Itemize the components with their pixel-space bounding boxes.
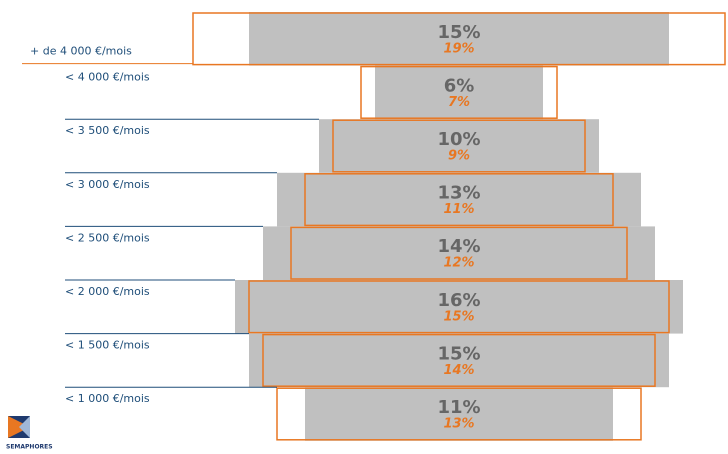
bar-outline xyxy=(276,387,642,441)
category-label: < 3 500 €/mois xyxy=(65,124,150,137)
category-label: < 1 000 €/mois xyxy=(65,392,150,405)
value-label: 7% xyxy=(448,95,470,110)
category-label: < 3 000 €/mois xyxy=(65,178,150,191)
value-label: 10% xyxy=(437,129,480,150)
value-label: 15% xyxy=(443,309,474,324)
category-label: < 1 500 €/mois xyxy=(65,339,150,352)
bar xyxy=(305,387,613,441)
bar-outline xyxy=(332,119,586,173)
bar xyxy=(249,333,669,388)
value-label: 13% xyxy=(443,417,474,432)
value-label: 6% xyxy=(444,75,475,96)
bar-outline xyxy=(360,65,558,119)
bar xyxy=(249,12,669,66)
bar-outline xyxy=(248,280,670,334)
value-label: 9% xyxy=(448,149,470,164)
bar xyxy=(235,280,683,334)
value-label: 15% xyxy=(437,22,480,43)
bar-outline xyxy=(262,333,656,387)
category-label: < 2 500 €/mois xyxy=(65,231,150,244)
bar xyxy=(277,172,641,227)
bar-outline xyxy=(304,173,614,227)
value-label: 19% xyxy=(443,41,474,56)
value-label: 14% xyxy=(443,363,474,378)
value-label: 14% xyxy=(437,236,480,257)
bar xyxy=(263,226,655,280)
category-label: + de 4 000 €/mois xyxy=(30,45,132,58)
value-label: 11% xyxy=(443,202,474,217)
logo-icon xyxy=(8,416,30,438)
category-label: < 2 000 €/mois xyxy=(65,285,150,298)
category-label: < 4 000 €/mois xyxy=(65,71,150,84)
bar xyxy=(375,65,543,120)
value-label: 12% xyxy=(443,256,474,271)
value-label: 16% xyxy=(437,290,480,311)
value-label: 11% xyxy=(437,397,480,418)
value-label: 15% xyxy=(437,343,480,364)
bar-outline xyxy=(192,12,726,66)
logo-text: SEMAPHORES xyxy=(6,444,53,451)
bar xyxy=(319,119,599,173)
bar-outline xyxy=(290,226,628,280)
value-label: 13% xyxy=(437,183,480,204)
